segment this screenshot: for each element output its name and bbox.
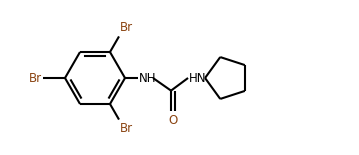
Text: Br: Br — [29, 71, 42, 84]
Text: Br: Br — [120, 21, 133, 34]
Text: Br: Br — [120, 122, 133, 135]
Text: O: O — [168, 114, 177, 127]
Text: NH: NH — [139, 71, 157, 84]
Text: HN: HN — [189, 71, 206, 84]
